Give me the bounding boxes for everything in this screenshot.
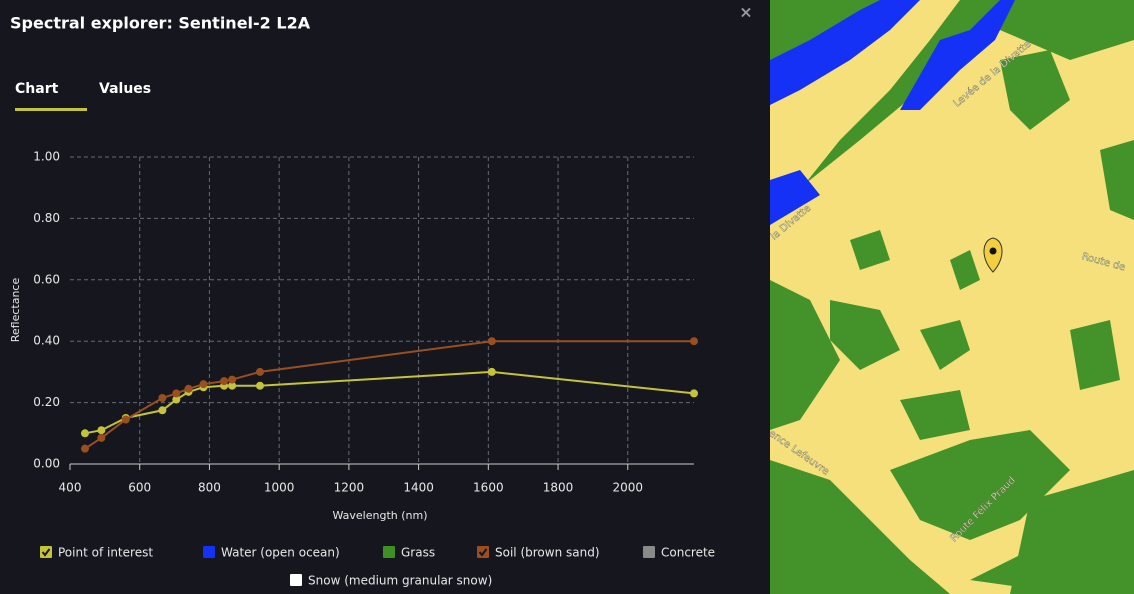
data-point [690,337,698,346]
legend-swatch [290,574,302,586]
legend-item[interactable]: Soil (brown sand) [477,546,600,560]
x-tick-label: 1600 [473,481,504,495]
tab-underline [15,108,87,111]
legend-label: Point of interest [58,546,153,560]
x-tick-label: 800 [198,481,221,495]
map-pin[interactable] [983,237,1003,273]
legend-swatch [383,546,395,558]
close-button[interactable]: × [739,3,752,22]
data-point [199,380,208,389]
panel-title: Spectral explorer: Sentinel-2 L2A [10,14,311,33]
data-point [172,395,181,404]
data-point [80,444,89,453]
data-point [487,337,496,346]
legend-label: Soil (brown sand) [495,546,600,560]
data-point [255,367,264,376]
y-tick-label: 0.40 [33,334,60,348]
tab[interactable]: Values [99,81,151,97]
panel-bg [0,0,770,594]
data-point [690,389,698,398]
series-line [84,370,695,435]
data-point [228,375,237,384]
data-point [121,415,130,424]
spectral-panel: Spectral explorer: Sentinel-2 L2A × Char… [0,0,770,594]
x-tick-label: 1400 [403,481,434,495]
data-point [97,426,106,435]
y-tick-label: 0.60 [33,272,60,286]
x-tick-label: 1000 [264,481,295,495]
data-point [158,406,167,415]
data-point [487,367,496,376]
legend-check [41,548,51,557]
legend-label: Concrete [661,546,715,560]
y-axis-label: Reflectance [9,278,22,343]
data-point [255,381,264,390]
data-point [228,381,237,390]
x-tick-label: 2000 [612,481,643,495]
data-point [80,429,89,438]
data-point [158,393,167,402]
legend-item[interactable]: Concrete [643,546,715,560]
tab[interactable]: Chart [15,81,59,97]
y-tick-label: 0.00 [33,457,60,471]
legend-item[interactable]: Grass [383,546,435,560]
legend-swatch [203,546,215,558]
x-tick-label: 600 [128,481,151,495]
map: Levée de la Divatte la Divatte Route de … [770,0,1134,594]
x-axis-label: Wavelength (nm) [332,509,427,522]
y-tick-label: 0.80 [33,211,60,225]
series-line [84,340,694,450]
legend-swatch [40,546,52,558]
x-tick-label: 400 [59,481,82,495]
legend-swatch [477,546,489,558]
data-point [172,389,181,398]
legend-label: Grass [401,546,435,560]
legend-label: Water (open ocean) [221,546,340,560]
y-tick-label: 0.20 [33,395,60,409]
map-pin-dot [989,247,997,255]
y-tick-label: 1.00 [33,150,60,164]
legend-label: Snow (medium granular snow) [308,574,492,588]
legend-check [478,548,488,557]
data-point [184,384,193,393]
legend-item[interactable]: Point of interest [40,546,153,560]
legend-item[interactable]: Snow (medium granular snow) [290,574,492,588]
x-tick-label: 1200 [334,481,365,495]
data-point [97,433,106,442]
x-tick-label: 1800 [543,481,574,495]
legend-item[interactable]: Water (open ocean) [203,546,340,560]
data-point [220,377,229,386]
legend-swatch [643,546,655,558]
water [770,0,1015,225]
